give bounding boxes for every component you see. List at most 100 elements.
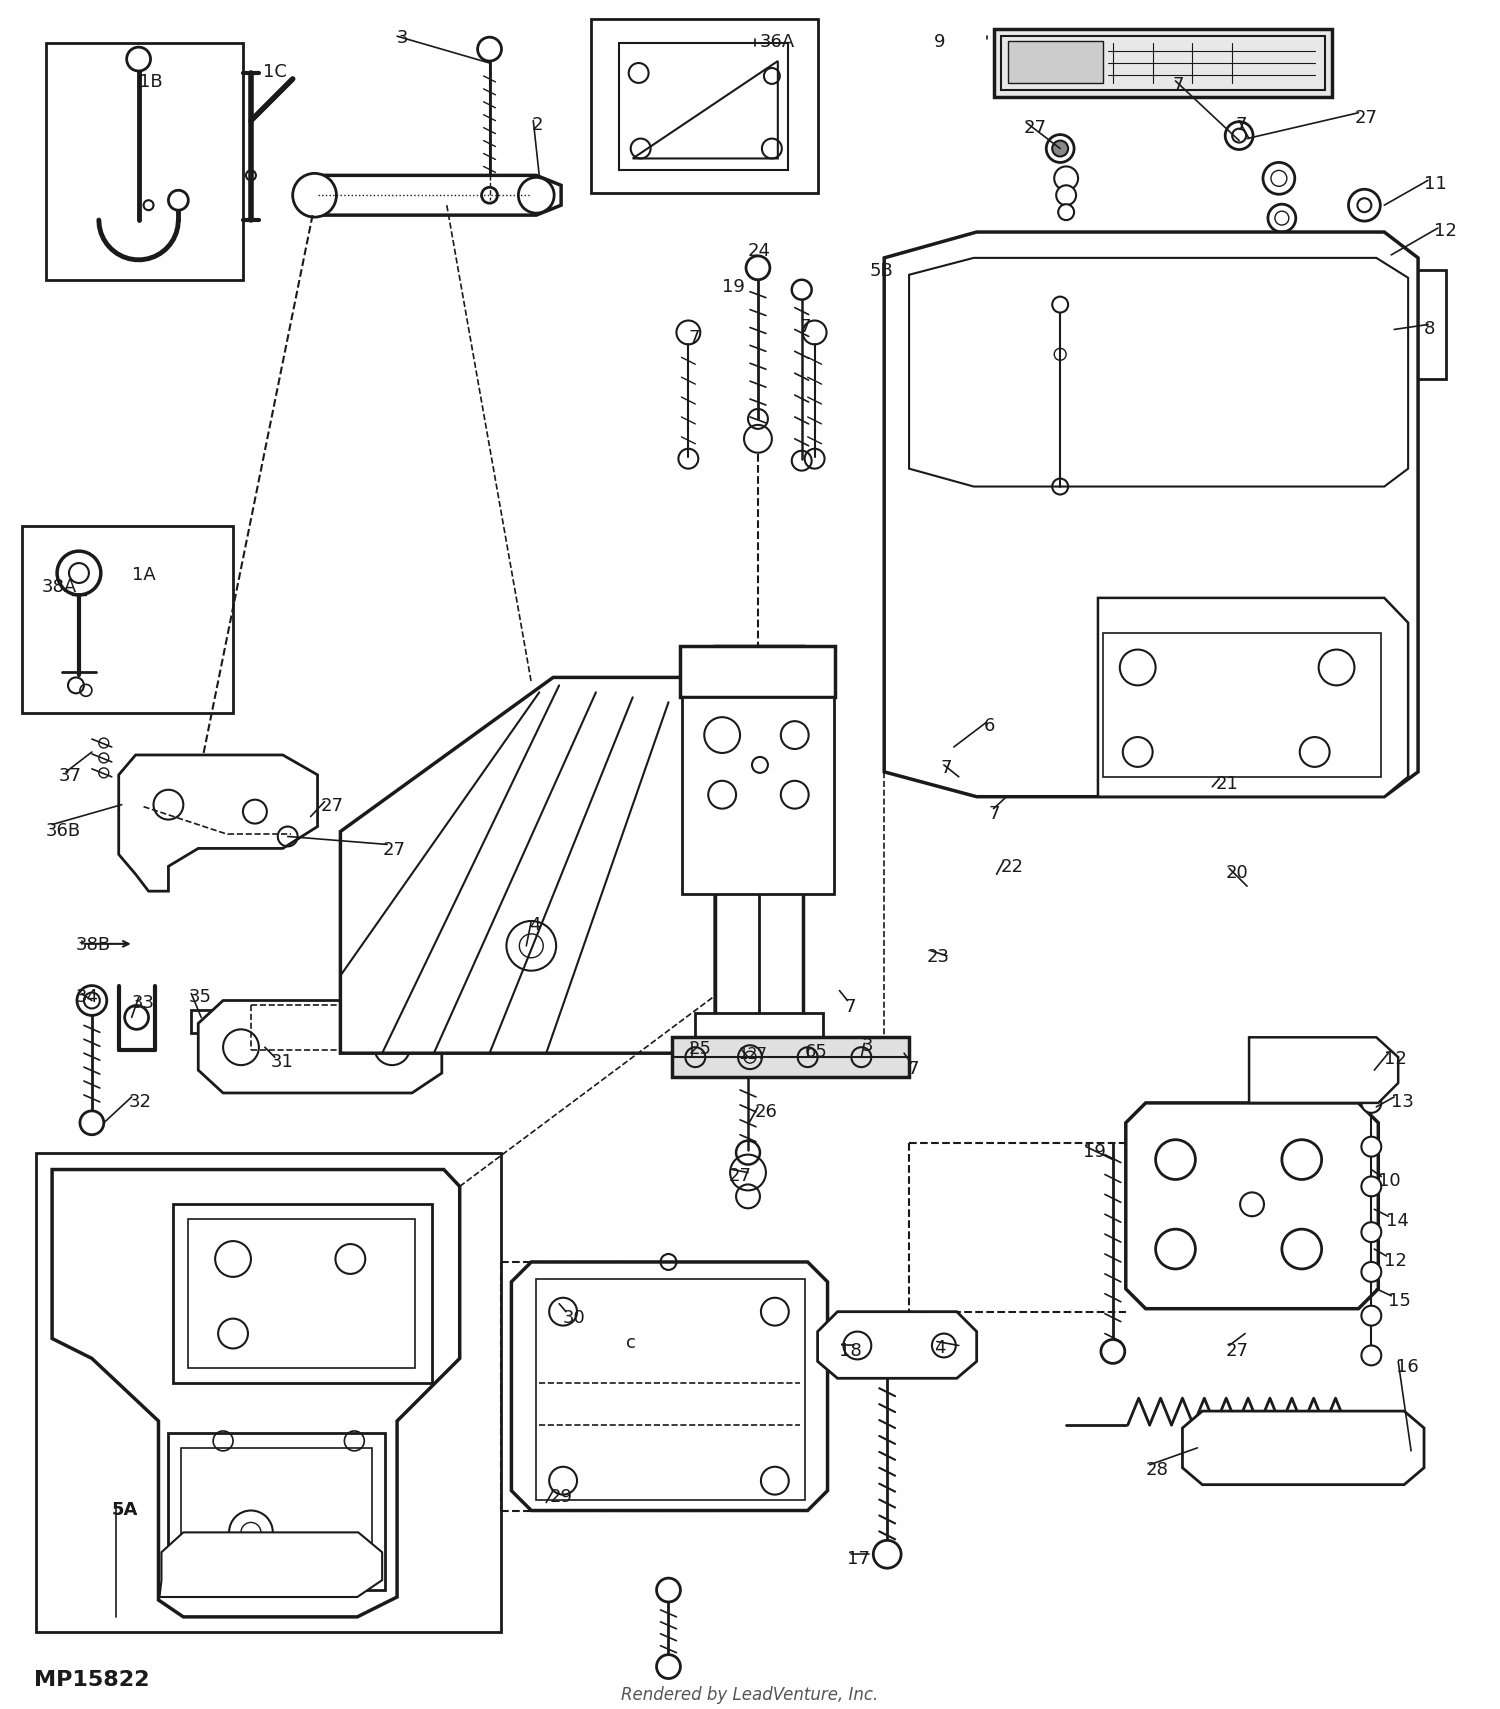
Circle shape — [1226, 121, 1252, 149]
Bar — [1102, 632, 1382, 778]
Circle shape — [1263, 162, 1294, 195]
Polygon shape — [884, 232, 1418, 796]
Text: 7: 7 — [800, 318, 812, 335]
Text: 5A: 5A — [112, 1501, 138, 1519]
Bar — [716, 646, 803, 1073]
Text: c: c — [626, 1333, 636, 1352]
Circle shape — [1362, 1306, 1382, 1326]
Circle shape — [1362, 1176, 1382, 1196]
Circle shape — [519, 178, 554, 214]
Polygon shape — [297, 176, 561, 215]
Bar — [168, 1432, 386, 1589]
Circle shape — [1362, 1345, 1382, 1365]
Text: 6: 6 — [984, 718, 994, 735]
Text: 4: 4 — [530, 916, 542, 935]
Text: 19: 19 — [722, 279, 746, 296]
Bar — [591, 19, 818, 193]
Circle shape — [1362, 1136, 1382, 1157]
Text: 5B: 5B — [870, 261, 892, 280]
Text: 1A: 1A — [132, 566, 156, 584]
Text: 38A: 38A — [42, 578, 78, 596]
Text: 29: 29 — [549, 1487, 572, 1506]
Text: 22: 22 — [1000, 858, 1023, 877]
Text: 9: 9 — [934, 32, 945, 51]
Text: 4: 4 — [934, 1338, 945, 1357]
Polygon shape — [1182, 1412, 1424, 1485]
Text: 12: 12 — [1434, 222, 1456, 239]
Bar — [620, 43, 788, 171]
Circle shape — [1354, 275, 1383, 304]
Text: 8: 8 — [1424, 320, 1436, 337]
Text: 7: 7 — [908, 1060, 918, 1078]
Text: 20: 20 — [1226, 865, 1248, 882]
Circle shape — [1054, 166, 1078, 190]
Text: 18: 18 — [840, 1342, 862, 1359]
Bar — [681, 646, 834, 697]
Text: 36B: 36B — [46, 822, 81, 839]
Circle shape — [124, 1005, 148, 1029]
Circle shape — [1056, 185, 1076, 205]
Text: 7: 7 — [688, 330, 700, 347]
Polygon shape — [159, 1533, 382, 1596]
Text: 16: 16 — [1396, 1359, 1419, 1376]
Text: 14: 14 — [1386, 1212, 1408, 1230]
Circle shape — [1348, 190, 1380, 220]
Text: 7: 7 — [940, 759, 952, 778]
Text: 1B: 1B — [138, 73, 162, 91]
Circle shape — [1268, 203, 1296, 232]
Polygon shape — [818, 1313, 977, 1377]
Bar — [174, 1205, 432, 1383]
Text: 7: 7 — [1234, 116, 1246, 133]
Polygon shape — [340, 677, 716, 1053]
Polygon shape — [118, 755, 318, 890]
Bar — [696, 1013, 822, 1054]
Text: 23: 23 — [927, 948, 950, 966]
Circle shape — [1362, 1261, 1382, 1282]
Circle shape — [477, 38, 501, 62]
Text: 27: 27 — [1023, 118, 1047, 137]
Text: MP15822: MP15822 — [34, 1670, 150, 1690]
Circle shape — [1362, 1094, 1382, 1113]
Circle shape — [80, 1111, 104, 1135]
Circle shape — [657, 1577, 681, 1601]
Text: 27: 27 — [382, 841, 405, 860]
Text: 26: 26 — [754, 1102, 778, 1121]
Text: 27: 27 — [321, 796, 344, 815]
Circle shape — [1052, 140, 1068, 157]
Circle shape — [1362, 1222, 1382, 1242]
Text: 19: 19 — [1083, 1143, 1106, 1160]
Circle shape — [482, 188, 498, 203]
Circle shape — [1101, 1340, 1125, 1364]
Text: 2: 2 — [531, 116, 543, 133]
Bar — [22, 526, 233, 713]
Text: Rendered by LeadVenture, Inc.: Rendered by LeadVenture, Inc. — [621, 1687, 879, 1704]
Bar — [209, 1015, 236, 1029]
Text: 3: 3 — [861, 1037, 873, 1054]
Bar — [192, 1010, 250, 1034]
Text: 1C: 1C — [262, 63, 286, 80]
Text: 27: 27 — [1354, 109, 1377, 126]
Text: 11: 11 — [1424, 176, 1448, 193]
Text: 28: 28 — [1146, 1461, 1168, 1478]
Text: 7: 7 — [1173, 75, 1184, 94]
Text: 21: 21 — [1215, 774, 1237, 793]
Text: 127: 127 — [738, 1048, 766, 1063]
Bar — [1000, 36, 1324, 91]
Text: 25: 25 — [688, 1041, 711, 1058]
Text: 13: 13 — [1390, 1094, 1414, 1111]
Bar — [36, 1152, 501, 1632]
Text: 32: 32 — [129, 1094, 152, 1111]
Bar — [182, 1448, 372, 1577]
Circle shape — [1354, 241, 1383, 268]
Text: 3: 3 — [398, 29, 408, 48]
Circle shape — [1047, 135, 1074, 162]
Circle shape — [126, 48, 150, 72]
Text: 35: 35 — [189, 988, 211, 1005]
Text: 31: 31 — [272, 1053, 294, 1072]
Text: 34: 34 — [76, 988, 99, 1005]
Polygon shape — [1098, 598, 1408, 796]
Polygon shape — [1126, 1102, 1378, 1309]
Bar — [672, 1037, 909, 1077]
Bar — [46, 43, 243, 280]
Text: 37: 37 — [58, 767, 82, 784]
